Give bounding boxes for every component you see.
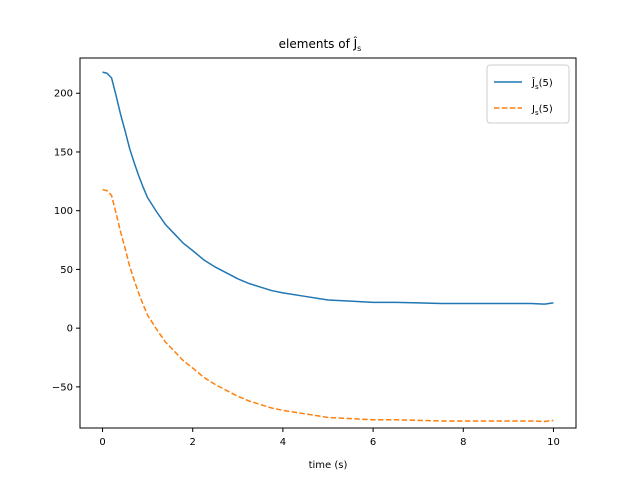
plot-frame xyxy=(79,57,577,429)
y-tick-label: 200 xyxy=(54,89,73,100)
legend-label-estimated: Ĵs(5) xyxy=(531,76,553,91)
y-tick-label: 50 xyxy=(60,265,73,276)
series-line-true xyxy=(102,188,554,423)
x-tick-label: 0 xyxy=(99,437,105,448)
x-tick-label: 4 xyxy=(280,437,286,448)
y-tick-label: −50 xyxy=(52,382,73,393)
series-layer xyxy=(102,71,554,423)
x-tick-label: 8 xyxy=(460,437,466,448)
chart-title-sub: s xyxy=(357,44,361,53)
x-axis-label: time (s) xyxy=(309,460,348,471)
y-tick-label: 150 xyxy=(54,147,73,158)
y-axis-ticks: −50 0 50 100 150 200 xyxy=(52,89,80,393)
legend-label-true: Js(5) xyxy=(531,104,553,117)
x-axis-ticks: 0 2 4 6 8 10 xyxy=(99,428,560,448)
legend: Ĵs(5) Js(5) xyxy=(486,64,570,124)
x-tick-label: 10 xyxy=(547,437,560,448)
y-tick-label: 100 xyxy=(54,206,73,217)
x-tick-label: 6 xyxy=(370,437,376,448)
y-tick-label: 0 xyxy=(67,324,73,335)
series-line-estimated xyxy=(102,71,554,305)
x-tick-label: 2 xyxy=(190,437,196,448)
chart-title-main: elements of Ĵ xyxy=(279,37,358,51)
chart-title: elements of Ĵs xyxy=(279,37,362,53)
legend-box xyxy=(486,64,570,124)
